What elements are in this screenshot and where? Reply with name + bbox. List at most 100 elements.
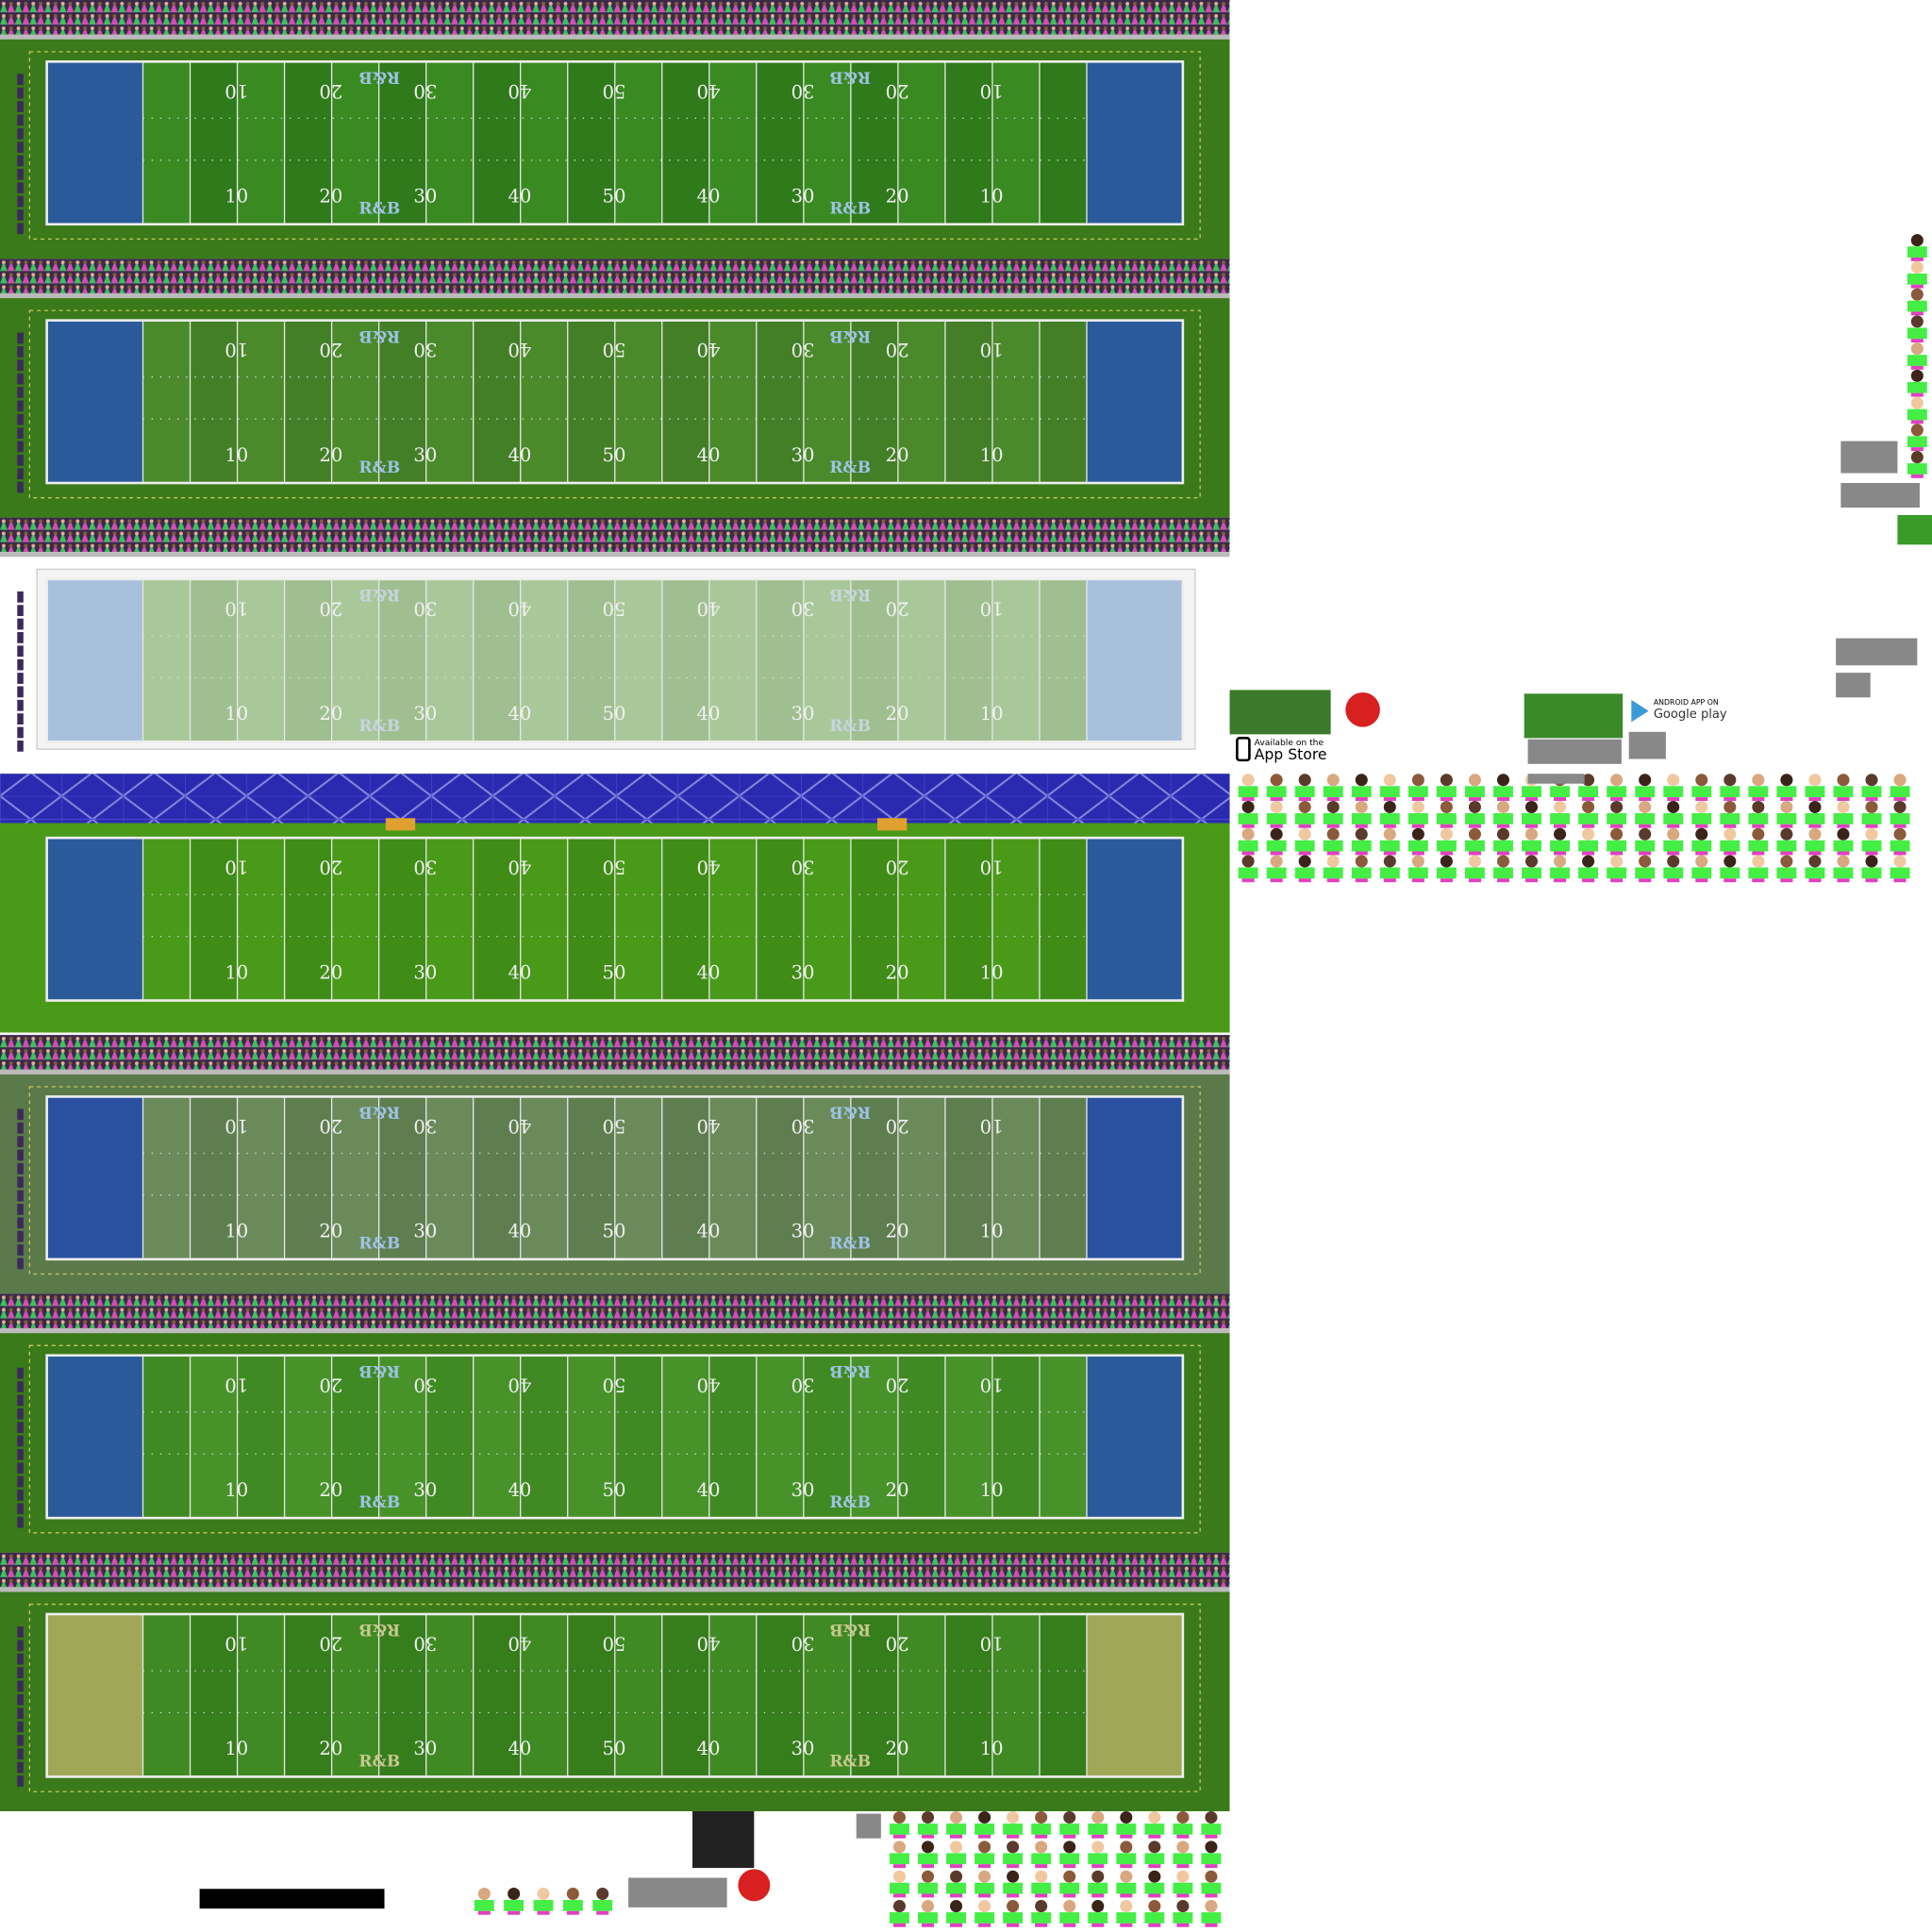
player-shorts xyxy=(1440,824,1453,828)
team-logo: R&B xyxy=(829,1752,871,1771)
player-shirt xyxy=(1144,1824,1165,1835)
yard-number: 10 xyxy=(225,1374,248,1395)
end-zone xyxy=(46,838,143,1001)
team-logo: R&B xyxy=(358,67,400,86)
player-sprite xyxy=(1635,774,1656,801)
player-sprite xyxy=(1144,1840,1165,1869)
player-shorts xyxy=(892,1864,906,1869)
field-panel: 10 10 20 20 30 30 40 40 50 50 40 40 30 30 20 20 10 10 R&B R… xyxy=(0,517,1230,776)
player-sprite xyxy=(1907,369,1927,397)
player-sprite xyxy=(1351,855,1372,883)
player-head xyxy=(1524,800,1539,814)
helmet xyxy=(738,1869,771,1902)
player-sprite xyxy=(1201,1811,1222,1839)
player-head xyxy=(921,1811,935,1824)
player-shorts xyxy=(1035,1864,1048,1869)
player-shirt xyxy=(1238,840,1258,852)
player-head xyxy=(1035,1811,1048,1824)
player-shorts xyxy=(1639,851,1652,856)
yard-number: 20 xyxy=(319,1633,342,1655)
player-shorts xyxy=(950,1893,963,1898)
yard-number: 10 xyxy=(225,961,248,983)
player-head xyxy=(1496,800,1509,814)
grass-stripe xyxy=(803,1614,851,1777)
grass-stripe xyxy=(378,320,426,483)
sideline-person xyxy=(17,1735,24,1746)
player-sprite xyxy=(1493,827,1513,856)
player-sprite xyxy=(1833,800,1854,828)
team-logo: R&B xyxy=(358,717,400,736)
player-sprite xyxy=(474,1887,494,1915)
grass-stripe xyxy=(708,1614,757,1777)
team-logo: R&B xyxy=(829,67,871,86)
yard-number: 50 xyxy=(603,339,626,360)
player-head xyxy=(1091,1811,1105,1824)
player-shirt xyxy=(1201,1824,1222,1835)
player-head xyxy=(1496,774,1509,787)
player-shirt xyxy=(1323,867,1343,879)
player-shirt xyxy=(1351,786,1372,798)
player-head xyxy=(566,1887,579,1901)
player-shorts xyxy=(1298,851,1311,856)
player-shirt xyxy=(1003,1882,1024,1894)
player-shirt xyxy=(1088,1824,1108,1835)
yard-number: 10 xyxy=(225,1115,248,1137)
yard-number: 10 xyxy=(980,597,1004,619)
player-shorts xyxy=(1780,824,1793,828)
end-zone xyxy=(46,1614,143,1777)
player-sprite xyxy=(1861,774,1882,801)
player-head xyxy=(1752,855,1765,868)
player-head xyxy=(1780,774,1793,787)
player-head xyxy=(950,1870,963,1883)
sideline xyxy=(28,1344,1201,1534)
player-shorts xyxy=(1035,1893,1048,1898)
player-shirt xyxy=(1407,867,1428,879)
grass-stripe xyxy=(331,838,379,1001)
player-shorts xyxy=(1298,797,1311,801)
player-shirt xyxy=(1031,1912,1052,1924)
grass-stripe xyxy=(378,1355,426,1519)
grass-stripe xyxy=(378,578,426,742)
player-shorts xyxy=(1063,1834,1076,1839)
player-sprite xyxy=(562,1887,583,1915)
player-sprite xyxy=(1173,1811,1193,1839)
player-head xyxy=(1148,1870,1161,1883)
player-sprite xyxy=(1833,855,1854,883)
player-head xyxy=(892,1870,906,1883)
player-head xyxy=(1910,315,1924,328)
yard-number: 10 xyxy=(980,1633,1004,1655)
player-shorts xyxy=(1326,878,1340,883)
player-shirt xyxy=(1861,867,1882,879)
player-head xyxy=(1582,855,1595,868)
player-sprite xyxy=(1907,260,1927,289)
player-shorts xyxy=(1554,878,1567,883)
player-head xyxy=(1035,1840,1048,1854)
player-shorts xyxy=(921,1834,935,1839)
player-shirt xyxy=(1031,1824,1052,1835)
player-sprite xyxy=(890,1870,909,1898)
player-sprite xyxy=(1861,855,1882,883)
yard-number: 40 xyxy=(508,1633,531,1655)
sideline-person xyxy=(17,1748,24,1760)
player-head xyxy=(921,1840,935,1854)
player-head xyxy=(1910,451,1924,464)
player-sprite xyxy=(1144,1900,1165,1927)
player-head xyxy=(1496,855,1509,868)
player-shorts xyxy=(1610,797,1624,801)
player-sprite xyxy=(1578,800,1599,828)
player-sprite xyxy=(1522,827,1541,856)
sideline-person xyxy=(17,101,24,112)
player-sprite xyxy=(1407,827,1428,856)
sideline-person xyxy=(17,481,24,493)
player-shorts xyxy=(1120,1834,1133,1839)
player-head xyxy=(1270,774,1283,787)
end-zone xyxy=(46,1355,143,1519)
badge-line1: ANDROID APP ON xyxy=(1654,698,1719,707)
grass-stripe xyxy=(237,1355,285,1519)
player-shorts xyxy=(1383,878,1396,883)
player-shirt xyxy=(1379,867,1400,879)
player-head xyxy=(1241,774,1255,787)
yard-number: 10 xyxy=(980,1221,1004,1242)
grass-stripe xyxy=(425,1096,474,1259)
player-shirt xyxy=(1294,813,1315,824)
